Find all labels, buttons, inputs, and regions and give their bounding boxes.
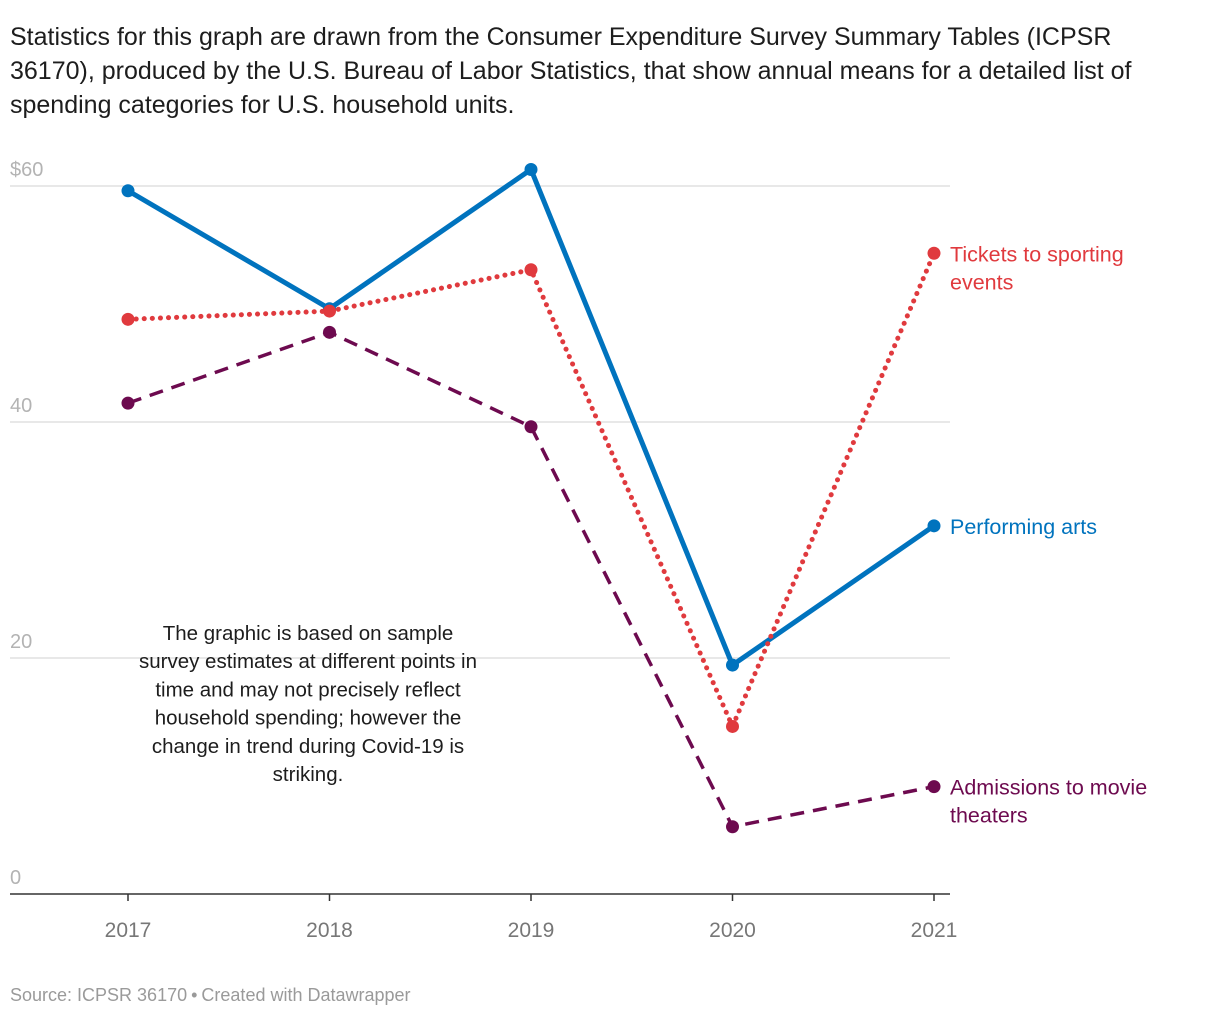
series-label-sporting: events (950, 270, 1013, 294)
series-lines (121, 162, 941, 834)
chart-footer: Source: ICPSR 36170 • Created with Datawra… (10, 985, 411, 1006)
data-point-sporting (524, 263, 538, 277)
data-point-performing (927, 519, 941, 533)
series-label-movie: Admissions to movie (950, 776, 1147, 800)
annotation-line: striking. (273, 763, 344, 786)
x-tick-label: 2020 (709, 919, 756, 942)
series-line-performing (125, 166, 937, 668)
data-point-sporting (323, 304, 336, 318)
data-point-movie (121, 396, 135, 410)
series-performing (121, 162, 941, 672)
y-tick-label: $60 (10, 159, 43, 181)
source-note: Source: ICPSR 36170 (10, 985, 188, 1005)
data-point-movie (726, 820, 739, 834)
x-tick-label: 2018 (306, 919, 353, 942)
data-point-movie (524, 420, 538, 434)
annotation-line: household spending; however the (155, 707, 462, 730)
data-point-sporting (121, 312, 135, 326)
data-point-sporting (726, 719, 739, 733)
x-tick-label: 2021 (911, 919, 958, 942)
data-point-movie (323, 325, 336, 339)
x-axis: 2017 2018 2019 2020 2021 (10, 893, 958, 942)
series-line-movie (127, 330, 935, 829)
data-point-movie (927, 780, 941, 794)
footer-separator: • (191, 985, 198, 1005)
y-tick-label: 0 (10, 867, 21, 889)
gridlines (10, 185, 950, 659)
series-label-movie: theaters (950, 804, 1028, 828)
x-tick-label: 2019 (508, 919, 555, 942)
y-axis-labels: 0 20 40 $60 (10, 159, 43, 889)
annotation-line: survey estimates at different points in (139, 650, 477, 673)
y-tick-label: 20 (10, 631, 32, 653)
chart-annotation: The graphic is based on sample survey est… (139, 622, 477, 786)
series-label-performing: Performing arts (950, 515, 1097, 539)
annotation-line: change in trend during Covid-19 is (152, 735, 464, 758)
series-label-sporting: Tickets to sporting (950, 242, 1124, 266)
series-sporting (121, 246, 941, 733)
data-point-performing (524, 162, 538, 176)
data-point-performing (121, 184, 135, 198)
data-point-sporting (927, 246, 941, 260)
chart-intro-text: Statistics for this graph are drawn from… (10, 23, 1132, 119)
credit-note: Created with Datawrapper (201, 985, 411, 1005)
series-labels: Performing arts Tickets to sporting events… (950, 242, 1147, 827)
y-tick-label: 40 (10, 395, 32, 417)
x-tick-label: 2017 (105, 919, 152, 942)
data-point-performing (726, 658, 739, 672)
series-movie (121, 325, 941, 834)
annotation-line: The graphic is based on sample (163, 622, 454, 645)
annotation-line: time and may not precisely reflect (155, 678, 461, 701)
